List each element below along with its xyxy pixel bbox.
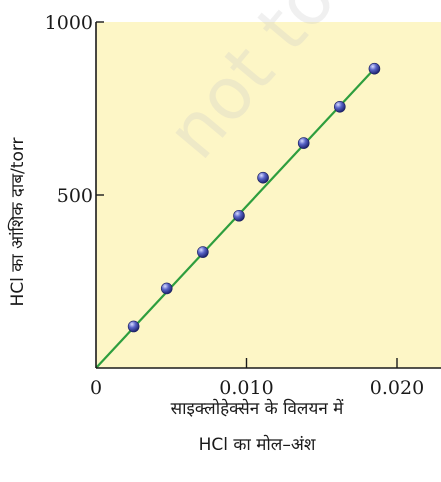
x-axis-title-line-2: HCl का मोल–अंश [198,435,316,455]
y-axis-title: HCl का आंशिक दाब/torr [7,137,28,306]
data-point-2 [160,282,173,295]
data-point-3 [197,246,209,258]
data-point-1 [127,320,140,333]
y-tick-label-1: 500 [57,185,93,207]
x-tick-label-1: 0 [90,377,102,399]
plot-area [96,22,441,368]
x-axis-title-line-1: साइक्लोहेक्सेन के विलयन में [170,399,344,419]
data-point-6 [297,137,310,149]
x-tick-label-3: 0.020 [370,377,424,399]
data-point-5 [257,171,269,184]
data-point-7 [334,100,346,113]
data-point-4 [233,209,245,222]
x-tick-label-2: 0.010 [219,377,273,399]
y-tick-label-2: 1000 [45,12,93,34]
data-point-8 [368,62,381,75]
